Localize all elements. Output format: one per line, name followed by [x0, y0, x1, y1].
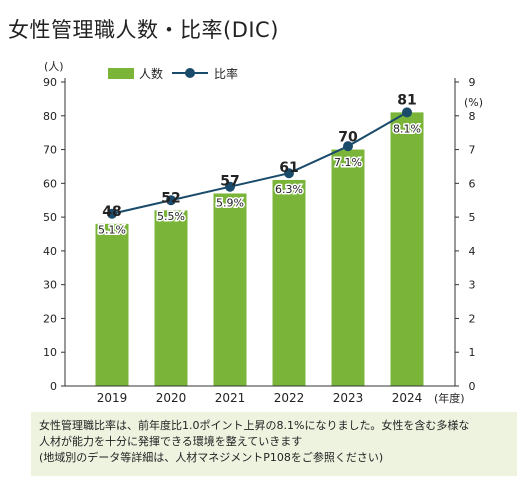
bar-2024 — [390, 112, 424, 387]
bar-2020 — [154, 210, 188, 386]
y-right-tick-label: 2 — [469, 312, 476, 325]
y-right-tick-label: 6 — [469, 177, 476, 190]
ratio-point-2019 — [107, 208, 117, 219]
note-line: 女性管理職比率は、前年度比1.0ポイント上昇の8.1%になりました。女性を含む多… — [39, 419, 470, 432]
y-left-tick-label: 60 — [43, 177, 57, 190]
x-tick-label: 2020 — [156, 391, 187, 405]
y-left-tick-label: 40 — [43, 245, 57, 258]
bar-value-label: 48 — [102, 204, 121, 220]
ratio-line — [111, 111, 408, 215]
y-right-tick-label: 9 — [469, 76, 476, 89]
y-left-tick-label: 90 — [43, 76, 57, 89]
ratio-value-label: 5.1% — [98, 224, 126, 237]
y-right-tick-label: 5 — [469, 211, 476, 224]
line-layer — [107, 107, 412, 219]
ratio-point-2020 — [166, 195, 176, 206]
bar-value-label: 70 — [338, 130, 358, 146]
note-line: 人材が能力を十分に発揮できる環境を整えていきます — [39, 435, 303, 448]
axes-layer: 0 10 20 30 40 50 60 70 80 90 0 1 2 3 4 5 6 7 8 9 (人) (%) 2019 2… — [43, 60, 483, 405]
y-left-tick-label: 0 — [50, 380, 57, 393]
labels-layer: 48 52 57 61 70 81 5.1% 5.5% 5.9% 6.3% 7.1% 8.1% — [97, 92, 423, 238]
legend-bar-label: 人数 — [139, 66, 163, 81]
ratio-value-label: 5.5% — [157, 210, 185, 223]
legend-line-marker — [185, 68, 195, 78]
y-left-tick-label: 20 — [43, 312, 57, 325]
bar-2021 — [213, 193, 247, 386]
ratio-point-2023 — [343, 141, 353, 152]
ratio-value-label: 8.1% — [393, 122, 421, 135]
y-left-tick-label: 30 — [43, 279, 57, 292]
bar-value-label: 81 — [397, 92, 416, 108]
bar-value-label: 61 — [279, 160, 298, 176]
x-tick-label: 2021 — [215, 391, 246, 405]
ratio-point-2022 — [284, 168, 294, 179]
x-tick-label: 2019 — [97, 391, 128, 405]
y-right-tick-label: 1 — [469, 346, 476, 359]
legend-bar-swatch — [108, 68, 134, 79]
bar-2019 — [95, 223, 129, 386]
bars-layer — [95, 112, 424, 387]
y-right-unit: (%) — [464, 96, 483, 109]
x-tick-label: 2023 — [333, 391, 364, 405]
ratio-point-2021 — [225, 181, 235, 192]
x-tick-label: 2024 — [392, 391, 423, 405]
y-left-unit: (人) — [44, 60, 64, 73]
ratio-value-label: 7.1% — [334, 156, 362, 169]
x-tick-label: 2022 — [274, 391, 305, 405]
combo-chart: 0 10 20 30 40 50 60 70 80 90 0 1 2 3 4 5 6 7 8 9 (人) (%) 2019 2… — [43, 60, 483, 405]
x-axis-unit: (年度) — [434, 391, 465, 405]
ratio-point-2024 — [402, 107, 412, 118]
ratio-value-label: 6.3% — [275, 183, 303, 196]
y-left-tick-label: 80 — [43, 110, 57, 123]
y-left-tick-label: 70 — [43, 144, 57, 157]
y-left-tick-label: 10 — [43, 346, 57, 359]
bar-value-label: 57 — [220, 173, 239, 189]
bar-2022 — [272, 179, 306, 386]
y-left-tick-label: 50 — [43, 211, 57, 224]
y-right-tick-label: 7 — [469, 144, 476, 157]
note-line: (地域別のデータ等詳細は、人材マネジメントP108をご参照ください) — [39, 451, 384, 464]
ratio-value-label: 5.9% — [216, 197, 244, 210]
legend-line-label: 比率 — [214, 66, 238, 81]
note-box: 女性管理職比率は、前年度比1.0ポイント上昇の8.1%になりました。女性を含む多… — [31, 412, 517, 476]
y-right-tick-label: 8 — [469, 110, 476, 123]
y-right-tick-label: 4 — [469, 245, 476, 258]
y-right-tick-label: 0 — [469, 380, 476, 393]
bar-2023 — [331, 149, 365, 386]
bar-value-label: 52 — [161, 190, 180, 206]
y-right-tick-label: 3 — [469, 279, 476, 292]
legend: 人数 比率 — [108, 66, 238, 81]
page-title: 女性管理職人数・比率(DIC) — [8, 18, 279, 42]
